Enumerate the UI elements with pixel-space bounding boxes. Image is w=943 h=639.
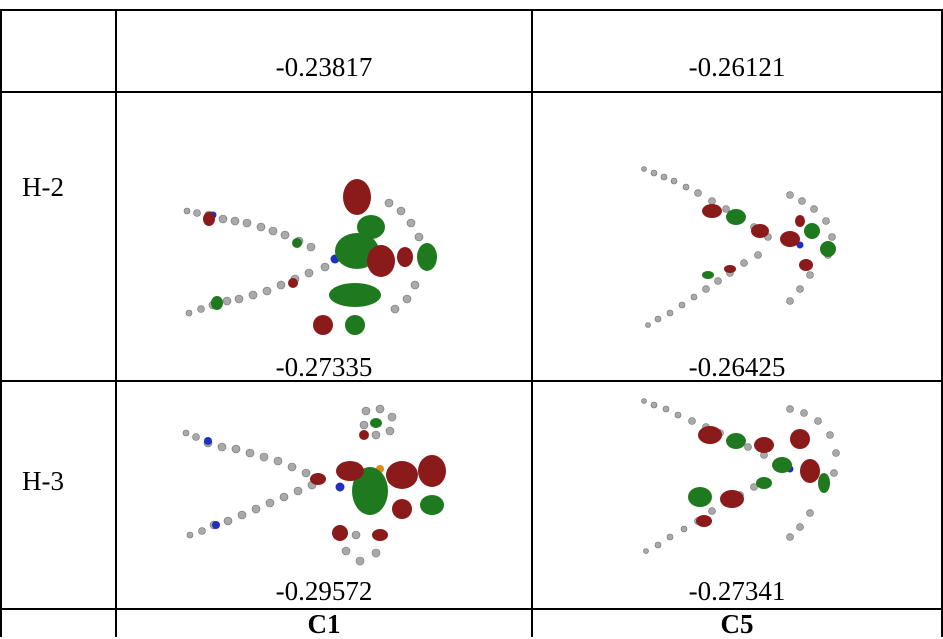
orbital-image-h3-c1 (180, 395, 470, 573)
orbital-image-h2-c5 (640, 165, 855, 350)
rule-row2 (0, 380, 943, 382)
row-label-h3: H-3 (22, 466, 64, 496)
energy-value-h3-c1: -0.29572 (275, 576, 373, 606)
energy-value-h2-c1: -0.27335 (275, 352, 373, 382)
energy-value-top-c5: -0.26121 (688, 52, 786, 82)
energy-value-h2-c5: -0.26425 (688, 352, 786, 382)
orbital-image-h2-c1 (175, 175, 465, 345)
rule-right (941, 9, 943, 637)
row-label-h2: H-2 (22, 172, 64, 202)
orbital-image-h3-c5 (640, 395, 855, 570)
column-header-c1: C1 (307, 609, 341, 639)
energy-value-top-c1: -0.23817 (275, 52, 373, 82)
rule-row1 (0, 91, 943, 93)
rule-col1 (115, 9, 117, 637)
energy-value-h3-c5: -0.27341 (688, 576, 786, 606)
rule-top (0, 9, 943, 11)
rule-left (0, 9, 2, 637)
rule-col2 (531, 9, 533, 637)
rule-row3 (0, 608, 943, 610)
column-header-c5: C5 (720, 609, 754, 639)
